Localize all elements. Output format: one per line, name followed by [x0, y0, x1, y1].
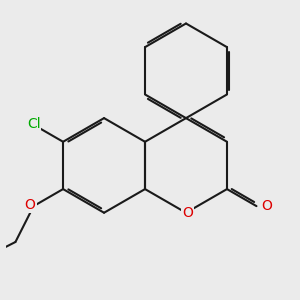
Text: O: O [261, 199, 272, 213]
Text: Cl: Cl [27, 117, 40, 131]
Text: O: O [182, 206, 193, 220]
Text: O: O [25, 198, 36, 212]
